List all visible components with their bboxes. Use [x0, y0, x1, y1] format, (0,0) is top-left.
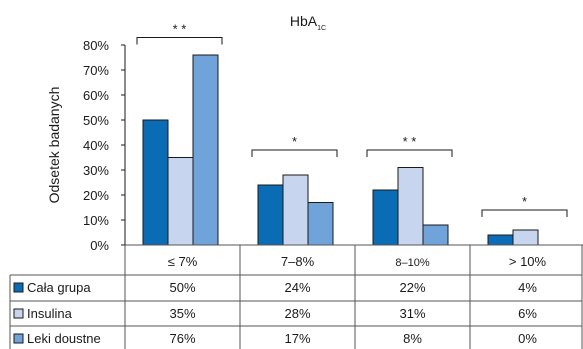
y-tick-label: 10% — [83, 213, 109, 228]
significance-bracket: * * — [366, 134, 453, 157]
significance-label: * * — [173, 22, 187, 37]
table-cell: 35% — [169, 306, 195, 321]
legend-label: Insulina — [27, 306, 73, 321]
bar — [487, 234, 514, 246]
chart-title: HbA1C — [290, 13, 326, 32]
bar — [397, 167, 424, 246]
legend-label: Leki doustne — [27, 331, 101, 346]
y-tick-label: 70% — [83, 63, 109, 78]
significance-label: * — [522, 194, 527, 209]
table-cell: 8% — [403, 331, 422, 346]
bar — [192, 54, 219, 246]
legend-swatch — [13, 282, 24, 293]
table-cell: 76% — [169, 331, 195, 346]
significance-bracket: * — [251, 134, 338, 157]
category-label: > 10% — [509, 254, 547, 269]
significance-brackets: * * * * * * — [136, 22, 568, 217]
table-cell: 50% — [169, 280, 195, 295]
significance-bracket: * * — [136, 22, 223, 45]
bracket-line — [481, 209, 568, 217]
category-label: 7–8% — [281, 254, 315, 269]
table-cell: 6% — [518, 306, 537, 321]
y-tick-label: 0% — [90, 238, 109, 253]
bar — [372, 189, 399, 246]
y-tick-label: 20% — [83, 188, 109, 203]
bar — [167, 157, 194, 246]
y-tick-label: 80% — [83, 38, 109, 53]
data-table: ≤ 7% 7–8% 8–10% > 10% Cała grupa 50% 24% 22% 4% I… — [9, 244, 583, 349]
y-tick-label: 60% — [83, 88, 109, 103]
table-cell: 31% — [399, 306, 425, 321]
y-axis: 0% 10% 20% 30% 40% 50% 60% 70% 80% — [83, 38, 126, 253]
category-label: ≤ 7% — [168, 254, 198, 269]
legend-label: Cała grupa — [27, 280, 91, 295]
category-label: 8–10% — [395, 257, 429, 269]
significance-label: * — [292, 134, 297, 149]
bracket-line — [251, 149, 338, 157]
legend-swatch — [13, 333, 24, 344]
table-cell: 28% — [284, 306, 310, 321]
significance-bracket: * — [481, 194, 568, 217]
y-tick-label: 40% — [83, 138, 109, 153]
bar — [257, 184, 284, 246]
table-cell: 17% — [284, 331, 310, 346]
bracket-line — [366, 149, 453, 157]
bar — [142, 119, 169, 246]
y-tick-label: 50% — [83, 113, 109, 128]
table-cell: 0% — [518, 331, 537, 346]
bar — [512, 229, 539, 246]
table-cell: 24% — [284, 280, 310, 295]
legend-swatch — [13, 308, 24, 319]
significance-label: * * — [403, 134, 417, 149]
bar — [422, 224, 449, 246]
bracket-line — [136, 37, 223, 45]
bar — [307, 202, 334, 246]
y-tick-label: 30% — [83, 163, 109, 178]
y-axis-label: Odsetek badanych — [46, 87, 62, 204]
table-cell: 4% — [518, 280, 537, 295]
table-cell: 22% — [399, 280, 425, 295]
bars — [142, 54, 539, 246]
bar — [282, 174, 309, 246]
